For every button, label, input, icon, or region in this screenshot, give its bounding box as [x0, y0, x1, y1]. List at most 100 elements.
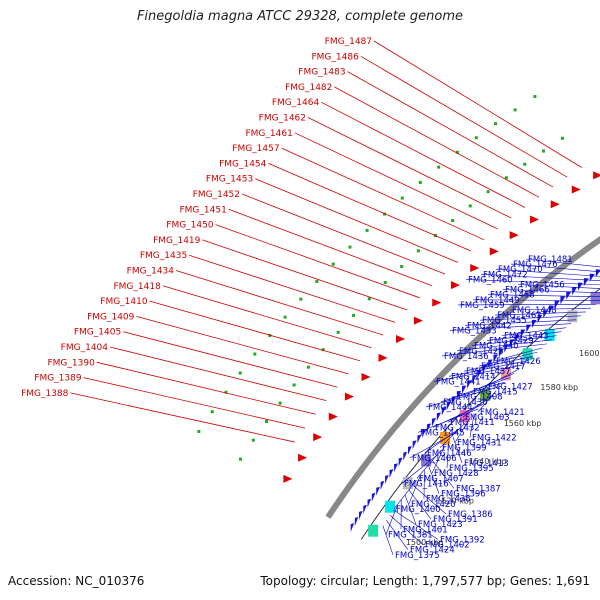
reverse-gene-label[interactable]: FMG_1441 — [436, 377, 481, 387]
forward-gene-arrow[interactable] — [395, 335, 405, 344]
reverse-gene-label[interactable]: FMG_1472 — [483, 270, 528, 280]
forward-gene-label[interactable]: FMG_1482 — [285, 83, 332, 93]
reverse-gene-arrow[interactable] — [422, 429, 427, 438]
reverse-gene-arrow[interactable] — [350, 523, 355, 533]
forward-gene-label[interactable]: FMG_1409 — [87, 312, 135, 322]
forward-gene-label[interactable]: FMG_1418 — [113, 282, 161, 292]
reverse-gene-arrow[interactable] — [359, 510, 363, 520]
reverse-gene-label[interactable]: FMG_1476 — [513, 260, 558, 270]
forward-gene-label[interactable]: FMG_1405 — [74, 328, 121, 338]
forward-gene-label[interactable]: FMG_1486 — [311, 52, 359, 62]
reverse-gene-arrow[interactable] — [412, 440, 417, 450]
reverse-gene-arrow[interactable] — [389, 469, 394, 479]
reverse-gene-label[interactable]: FMG_1431 — [457, 439, 502, 449]
reverse-gene-arrow[interactable] — [548, 305, 554, 314]
reverse-gene-label[interactable]: FMG_1417 — [481, 362, 526, 372]
reverse-gene-label[interactable]: FMG_1432 — [435, 423, 480, 433]
reverse-gene-label[interactable]: FMG_1428 — [434, 469, 479, 479]
reverse-gene-label[interactable]: FMG_1446 — [427, 449, 472, 459]
forward-gene-arrow[interactable] — [344, 392, 354, 401]
reverse-gene-arrow[interactable] — [380, 480, 385, 490]
forward-gene-label[interactable]: FMG_1452 — [193, 190, 240, 200]
reverse-gene-label[interactable]: FMG_1424 — [410, 546, 455, 556]
reverse-gene-arrow[interactable] — [436, 412, 441, 422]
reverse-gene-label[interactable]: FMG_1448 — [512, 306, 557, 316]
reverse-gene-label[interactable]: FMG_1443 — [504, 332, 549, 342]
reverse-gene-label[interactable]: FMG_1422 — [472, 434, 517, 444]
reverse-gene-arrow[interactable] — [446, 401, 451, 411]
forward-gene-label[interactable]: FMG_1483 — [298, 68, 345, 78]
reverse-gene-label[interactable]: FMG_1438 — [426, 495, 471, 505]
forward-gene-arrow[interactable] — [413, 316, 423, 325]
reverse-gene-label[interactable]: FMG_1420 — [411, 500, 456, 510]
reverse-gene-label[interactable]: FMG_1440 — [474, 342, 519, 352]
reverse-gene-label[interactable]: FMG_1449 — [475, 296, 520, 306]
forward-gene-arrow[interactable] — [571, 185, 581, 194]
forward-gene-label[interactable]: FMG_1457 — [232, 144, 279, 154]
reverse-gene-arrow[interactable] — [371, 492, 376, 502]
forward-gene-label[interactable]: FMG_1462 — [259, 114, 306, 124]
forward-gene-arrow[interactable] — [361, 373, 371, 382]
reverse-gene-arrow[interactable] — [403, 451, 408, 461]
forward-gene-label[interactable]: FMG_1450 — [166, 221, 214, 231]
reverse-gene-label[interactable]: FMG_1396 — [441, 490, 486, 500]
reverse-gene-label[interactable]: FMG_1402 — [425, 541, 470, 551]
forward-gene-label[interactable]: FMG_1454 — [219, 159, 267, 169]
forward-gene-label[interactable]: FMG_1389 — [34, 374, 82, 384]
reverse-gene-label[interactable]: FMG_1425 — [459, 347, 504, 357]
forward-gene-label[interactable]: FMG_1410 — [100, 297, 148, 307]
reverse-gene-arrow[interactable] — [398, 457, 403, 467]
reverse-gene-arrow[interactable] — [456, 390, 462, 400]
reverse-gene-arrow[interactable] — [367, 498, 372, 508]
reverse-gene-arrow[interactable] — [498, 349, 504, 358]
reverse-gene-label[interactable]: FMG_1399 — [442, 444, 487, 454]
forward-gene-label[interactable]: FMG_1487 — [325, 37, 372, 47]
reverse-gene-label[interactable]: FMG_1387 — [456, 485, 501, 495]
reverse-gene-arrow[interactable] — [385, 475, 389, 484]
forward-gene-arrow[interactable] — [328, 412, 338, 421]
reverse-gene-arrow[interactable] — [566, 291, 572, 300]
reverse-gene-label[interactable]: FMG_1433 — [452, 326, 497, 336]
reverse-gene-label[interactable]: FMG_1392 — [440, 536, 485, 546]
forward-gene-label[interactable]: FMG_1390 — [47, 358, 95, 368]
forward-gene-label[interactable]: FMG_1419 — [153, 236, 201, 246]
forward-gene-label[interactable]: FMG_1453 — [206, 175, 253, 185]
reverse-gene-label[interactable]: FMG_1407 — [419, 474, 464, 484]
reverse-gene-arrow[interactable] — [431, 417, 437, 427]
reverse-gene-label[interactable]: FMG_1416 — [404, 479, 449, 489]
forward-gene-arrow[interactable] — [509, 231, 519, 240]
reverse-gene-arrow[interactable] — [493, 354, 498, 363]
forward-gene-arrow[interactable] — [283, 474, 293, 483]
reverse-gene-arrow[interactable] — [477, 369, 482, 379]
forward-gene-arrow[interactable] — [451, 281, 461, 290]
reverse-gene-arrow[interactable] — [461, 385, 467, 394]
reverse-gene-arrow[interactable] — [441, 407, 446, 416]
reverse-gene-arrow[interactable] — [577, 282, 583, 291]
reverse-gene-label[interactable]: FMG_1413 — [464, 459, 509, 469]
reverse-gene-arrow[interactable] — [376, 486, 380, 496]
reverse-gene-arrow[interactable] — [472, 374, 477, 384]
reverse-gene-arrow[interactable] — [543, 310, 548, 319]
forward-gene-arrow[interactable] — [550, 200, 560, 209]
reverse-gene-arrow[interactable] — [363, 504, 367, 514]
reverse-gene-label[interactable]: FMG_1391 — [433, 515, 478, 525]
reverse-gene-label[interactable]: FMG_1403 — [465, 413, 510, 423]
reverse-gene-label[interactable]: FMG_1445 — [420, 428, 465, 438]
reverse-gene-label[interactable]: FMG_1458 — [490, 291, 535, 301]
reverse-gene-label[interactable]: FMG_1408 — [458, 393, 503, 403]
forward-gene-arrow[interactable] — [432, 298, 442, 307]
reverse-gene-label[interactable]: FMG_1426 — [496, 357, 541, 367]
forward-gene-arrow[interactable] — [593, 171, 600, 180]
reverse-gene-label[interactable]: FMG_1395 — [449, 464, 494, 474]
reverse-gene-arrow[interactable] — [407, 446, 412, 455]
reverse-gene-label[interactable]: FMG_1436 — [444, 352, 489, 362]
reverse-gene-label[interactable]: FMG_1459 — [460, 301, 505, 311]
reverse-gene-label[interactable]: FMG_1414 — [451, 372, 496, 382]
reverse-gene-arrow[interactable] — [554, 300, 560, 309]
reverse-gene-label[interactable]: FMG_1381 — [388, 530, 433, 540]
reverse-gene-label[interactable]: FMG_1375 — [395, 551, 440, 561]
forward-gene-label[interactable]: FMG_1464 — [272, 98, 320, 108]
forward-gene-arrow[interactable] — [298, 453, 308, 462]
reverse-gene-label[interactable]: FMG_1406 — [412, 454, 457, 464]
forward-gene-label[interactable]: FMG_1404 — [61, 343, 109, 353]
